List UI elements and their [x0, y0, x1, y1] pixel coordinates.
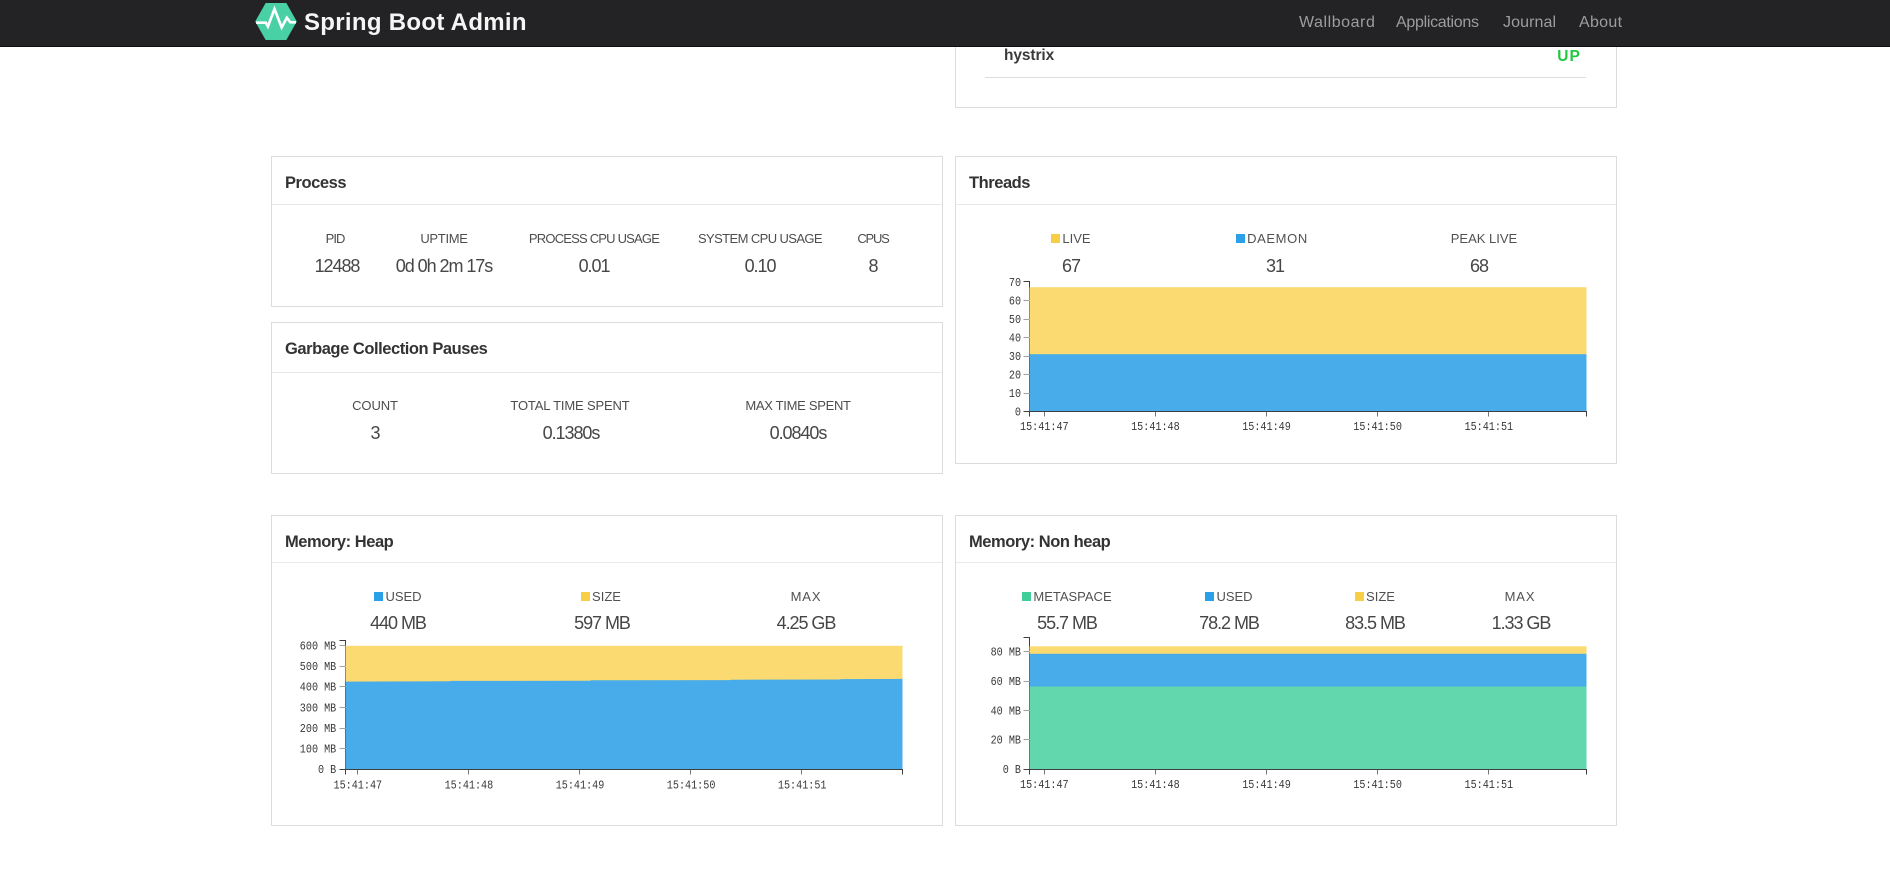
- svg-text:0 B: 0 B: [1003, 763, 1021, 777]
- svg-text:300 MB: 300 MB: [300, 701, 336, 715]
- svg-text:400 MB: 400 MB: [300, 681, 336, 695]
- svg-text:15:41:47: 15:41:47: [1020, 420, 1069, 434]
- svg-text:20 MB: 20 MB: [991, 734, 1021, 748]
- svg-text:60: 60: [1009, 295, 1021, 309]
- svg-text:50: 50: [1009, 313, 1021, 327]
- svg-text:30: 30: [1009, 350, 1021, 364]
- svg-text:15:41:50: 15:41:50: [1353, 420, 1402, 434]
- svg-text:70: 70: [1009, 276, 1021, 290]
- svg-text:15:41:49: 15:41:49: [1242, 420, 1291, 434]
- svg-text:15:41:51: 15:41:51: [778, 778, 827, 792]
- svg-text:15:41:50: 15:41:50: [1353, 778, 1402, 792]
- svg-text:20: 20: [1009, 368, 1021, 382]
- svg-text:15:41:49: 15:41:49: [556, 778, 605, 792]
- svg-text:100 MB: 100 MB: [300, 743, 336, 757]
- svg-text:15:41:49: 15:41:49: [1242, 778, 1291, 792]
- svg-text:15:41:48: 15:41:48: [1131, 778, 1180, 792]
- svg-text:15:41:47: 15:41:47: [1020, 778, 1069, 792]
- svg-text:0 B: 0 B: [318, 763, 336, 777]
- svg-text:15:41:51: 15:41:51: [1465, 420, 1514, 434]
- svg-text:80 MB: 80 MB: [991, 646, 1021, 660]
- svg-text:40 MB: 40 MB: [991, 704, 1021, 718]
- svg-text:60 MB: 60 MB: [991, 675, 1021, 689]
- svg-text:15:41:51: 15:41:51: [1465, 778, 1514, 792]
- svg-text:600 MB: 600 MB: [300, 640, 336, 654]
- svg-text:15:41:50: 15:41:50: [667, 778, 716, 792]
- svg-text:15:41:47: 15:41:47: [334, 778, 383, 792]
- svg-text:0: 0: [1015, 405, 1021, 419]
- svg-text:15:41:48: 15:41:48: [445, 778, 494, 792]
- svg-text:40: 40: [1009, 332, 1021, 346]
- svg-text:500 MB: 500 MB: [300, 660, 336, 674]
- svg-text:15:41:48: 15:41:48: [1131, 420, 1180, 434]
- svg-text:200 MB: 200 MB: [300, 722, 336, 736]
- svg-text:10: 10: [1009, 387, 1021, 401]
